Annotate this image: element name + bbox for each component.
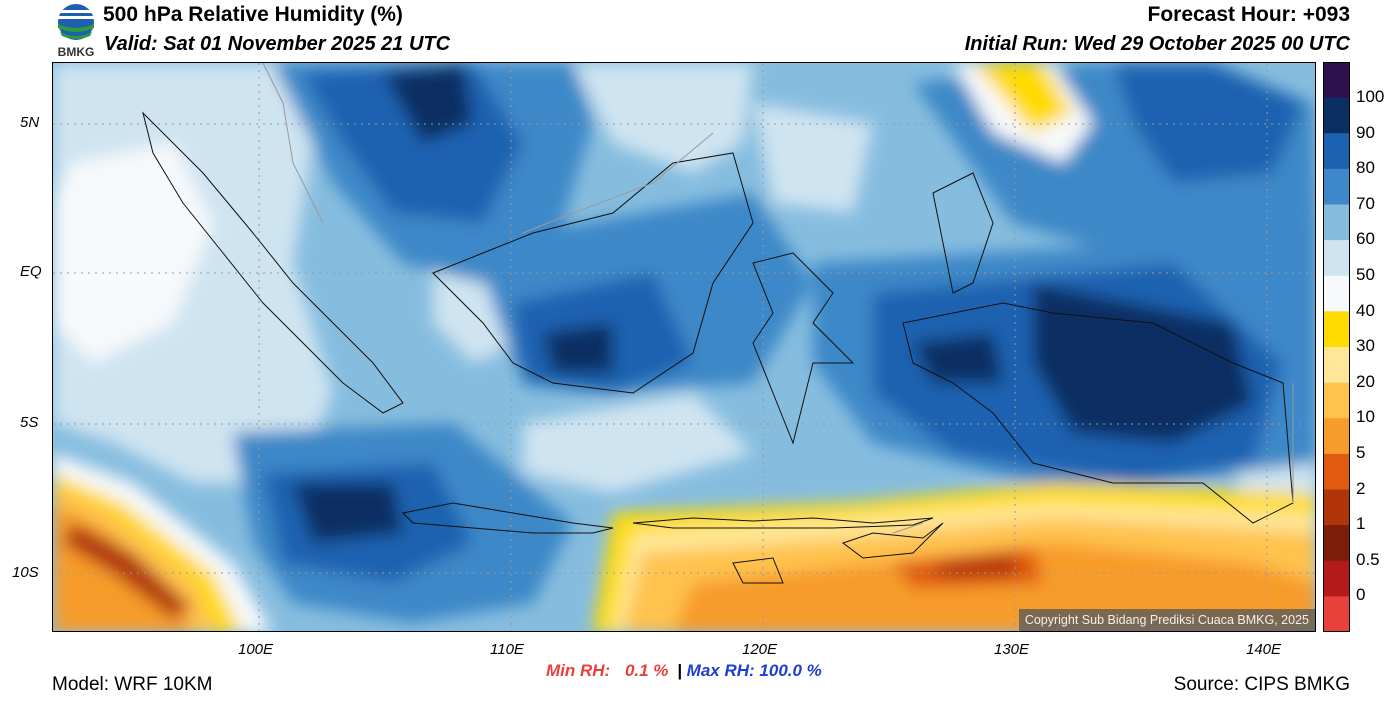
lon-label-100e: 100E [238, 641, 274, 658]
colorbar-swatch [1323, 525, 1350, 562]
colorbar-label: 20 [1356, 372, 1375, 391]
coastlines [142, 111, 1294, 584]
lon-label-110e: 110E [490, 641, 524, 658]
grid-lines [53, 63, 1315, 631]
bmkg-logo: BMKG [58, 4, 95, 58]
lon-label-130e: 130E [994, 641, 1030, 658]
min-rh-value: 0.1 % [624, 661, 669, 680]
forecast-hour: Forecast Hour: +093 [1147, 3, 1351, 26]
colorbar-swatch [1323, 560, 1350, 597]
lat-label-10s: 10S [12, 564, 39, 581]
colorbar-swatch [1323, 311, 1350, 348]
colorbar-swatch [1323, 596, 1350, 632]
colorbar-label: 70 [1356, 194, 1375, 213]
colorbar-swatch [1323, 418, 1350, 455]
colorbar-swatch [1323, 204, 1350, 241]
colorbar-swatch [1323, 133, 1350, 170]
colorbar-label: 0.5 [1356, 550, 1380, 569]
rh-stats: Min RH: 0.1 % | Max RH: 100.0 % [546, 661, 822, 681]
colorbar-swatch [1323, 382, 1350, 419]
humidity-map: Copyright Sub Bidang Prediksi Cuaca BMKG… [52, 62, 1316, 632]
colorbar-swatch [1323, 97, 1350, 134]
colorbar-labels: 100 90 80 70 60 50 40 30 20 10 5 2 1 0.5… [1352, 62, 1398, 632]
colorbar-label: 30 [1356, 336, 1375, 355]
colorbar-swatch [1323, 489, 1350, 526]
colorbar-swatch [1323, 453, 1350, 490]
colorbar-label: 2 [1356, 479, 1366, 498]
lat-label-5n: 5N [20, 114, 40, 131]
colorbar-swatch [1323, 62, 1350, 99]
map-title: 500 hPa Relative Humidity (%) [103, 3, 403, 26]
initial-run: Initial Run: Wed 29 October 2025 00 UTC [964, 33, 1350, 55]
logo-text: BMKG [58, 45, 95, 58]
model-label: Model: WRF 10KM [52, 674, 213, 695]
humidity-field [53, 63, 1315, 631]
colorbar-swatch [1323, 168, 1350, 205]
colorbar-swatch [1323, 347, 1350, 384]
colorbar-label: 90 [1356, 123, 1375, 142]
colorbar-label: 80 [1356, 158, 1375, 177]
max-rh-label: Max RH: [686, 661, 755, 680]
valid-time: Valid: Sat 01 November 2025 21 UTC [104, 33, 451, 55]
colorbar-label: 50 [1356, 265, 1375, 284]
colorbar-label: 0 [1356, 585, 1366, 604]
lat-label-5s: 5S [20, 414, 39, 431]
colorbar-label: 60 [1356, 229, 1375, 248]
stats-separator: | [677, 661, 682, 680]
country-borders [262, 63, 1294, 534]
colorbar-swatch [1323, 240, 1350, 277]
lat-label-eq: EQ [20, 263, 42, 280]
colorbar [1323, 62, 1350, 632]
colorbar-label: 40 [1356, 301, 1375, 320]
colorbar-label: 10 [1356, 407, 1375, 426]
min-rh-label: Min RH: [546, 661, 611, 680]
colorbar-label: 5 [1356, 443, 1366, 462]
lon-label-140e: 140E [1246, 641, 1282, 658]
source-label: Source: CIPS BMKG [1173, 674, 1350, 695]
colorbar-label: 100 [1356, 87, 1385, 106]
colorbar-border [1323, 62, 1350, 632]
lon-label-120e: 120E [742, 641, 778, 658]
colorbar-label: 1 [1356, 514, 1366, 533]
max-rh-value: 100.0 % [759, 661, 822, 680]
copyright-notice: Copyright Sub Bidang Prediksi Cuaca BMKG… [1018, 609, 1315, 631]
colorbar-swatch [1323, 275, 1350, 312]
